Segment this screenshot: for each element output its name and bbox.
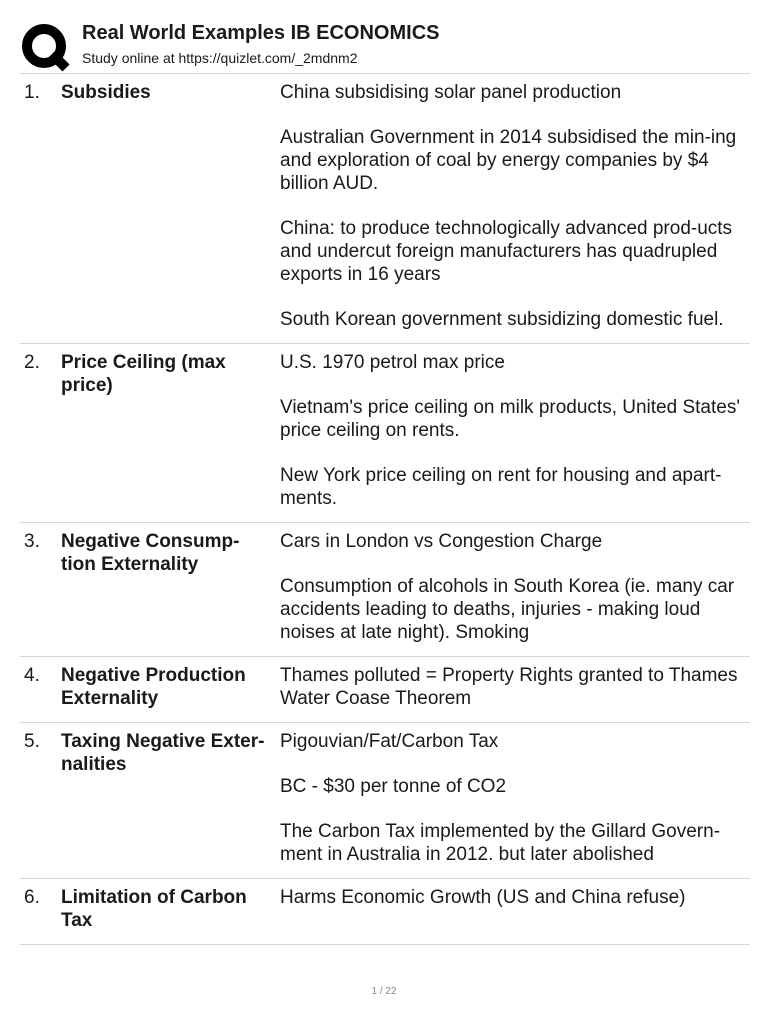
card-definition: Harms Economic Growth (US and China refu… xyxy=(280,886,750,932)
card-term: Price Ceiling (max price) xyxy=(61,352,226,396)
page-header: Real World Examples IB ECONOMICS Study o… xyxy=(20,20,750,74)
card-term: Taxing Negative Exter-nalities xyxy=(61,731,265,775)
definition-paragraph: Consumption of alcohols in South Korea (… xyxy=(280,576,735,643)
quizlet-logo-icon xyxy=(22,24,70,72)
flashcard-row: 3. Negative Consump-tion Externality Cars … xyxy=(20,523,750,657)
definition-paragraph: The Carbon Tax implemented by the Gillar… xyxy=(280,821,721,865)
definition-paragraph: South Korean government subsidizing dome… xyxy=(280,309,724,330)
flashcard-row: 2. Price Ceiling (max price) U.S. 1970 pet… xyxy=(20,344,750,523)
flashcard-list: 1. Subsidies China subsidising solar panel… xyxy=(20,74,750,945)
card-number: 4. xyxy=(24,665,40,686)
definition-paragraph: China subsidising solar panel production xyxy=(280,82,622,103)
card-definition: Pigouvian/Fat/Carbon Tax BC - $30 per ton… xyxy=(280,730,750,866)
flashcard-row: 5. Taxing Negative Exter-nalities Pigouvia… xyxy=(20,723,750,879)
card-definition: China subsidising solar panel production… xyxy=(280,81,750,331)
definition-paragraph: Harms Economic Growth (US and China refu… xyxy=(280,887,686,908)
definition-paragraph: BC - $30 per tonne of CO2 xyxy=(280,776,507,797)
flashcard-row: 1. Subsidies China subsidising solar panel… xyxy=(20,74,750,344)
card-number: 5. xyxy=(24,731,40,752)
flashcard-row: 4. Negative Production Externality Thames … xyxy=(20,657,750,723)
card-number: 6. xyxy=(24,887,40,908)
definition-paragraph: China: to produce technologically advanc… xyxy=(280,218,733,285)
card-definition: Thames polluted = Property Rights grante… xyxy=(280,664,750,710)
card-term: Limitation of Carbon Tax xyxy=(61,887,247,931)
definition-paragraph: Vietnam's price ceiling on milk products… xyxy=(280,397,740,441)
card-definition: Cars in London vs Congestion Charge Consu… xyxy=(280,530,750,644)
card-number: 3. xyxy=(24,531,40,552)
flashcard-row: 6. Limitation of Carbon Tax Harms Economic… xyxy=(20,879,750,945)
card-number: 2. xyxy=(24,352,40,373)
card-definition: U.S. 1970 petrol max price Vietnam's pric… xyxy=(280,351,750,510)
card-number: 1. xyxy=(24,82,40,103)
card-term: Negative Production Externality xyxy=(61,665,246,709)
definition-paragraph: Thames polluted = Property Rights grante… xyxy=(280,665,738,709)
card-term: Subsidies xyxy=(61,82,151,103)
definition-paragraph: New York price ceiling on rent for housi… xyxy=(280,465,722,509)
page-number: 1 / 22 xyxy=(371,986,397,997)
definition-paragraph: Pigouvian/Fat/Carbon Tax xyxy=(280,731,499,752)
definition-paragraph: U.S. 1970 petrol max price xyxy=(280,352,505,373)
header-divider xyxy=(20,73,750,74)
document-title: Real World Examples IB ECONOMICS xyxy=(82,22,440,44)
definition-paragraph: Australian Government in 2014 subsidised… xyxy=(280,127,737,194)
study-online-link[interactable]: Study online at https://quizlet.com/_2md… xyxy=(82,50,358,66)
definition-paragraph: Cars in London vs Congestion Charge xyxy=(280,531,603,552)
card-term: Negative Consump-tion Externality xyxy=(61,531,240,575)
